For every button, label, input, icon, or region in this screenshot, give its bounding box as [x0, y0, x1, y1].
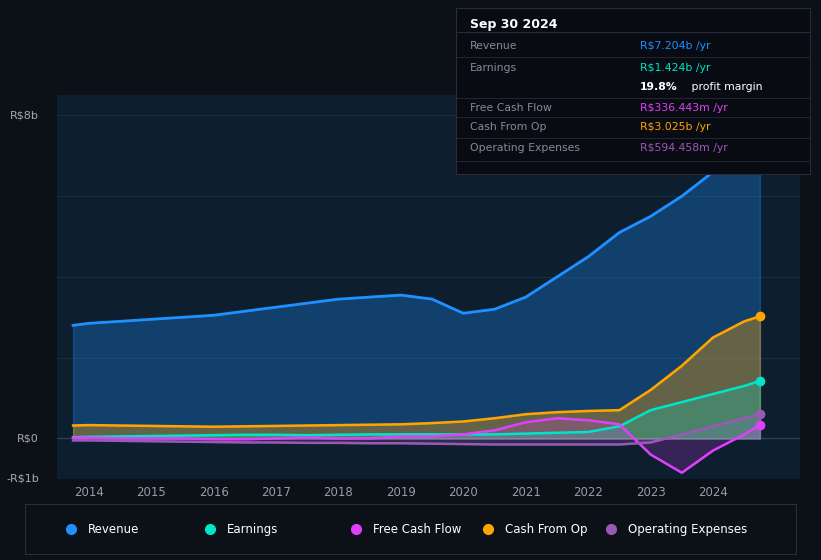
Text: Operating Expenses: Operating Expenses [470, 143, 580, 153]
Text: profit margin: profit margin [688, 82, 763, 92]
Text: 19.8%: 19.8% [640, 82, 678, 92]
Text: Free Cash Flow: Free Cash Flow [470, 102, 552, 113]
Text: R$1.424b /yr: R$1.424b /yr [640, 63, 710, 73]
Text: Revenue: Revenue [470, 40, 517, 50]
Text: R$7.204b /yr: R$7.204b /yr [640, 40, 711, 50]
Text: R$3.025b /yr: R$3.025b /yr [640, 122, 711, 132]
Text: Cash From Op: Cash From Op [470, 122, 546, 132]
Text: Operating Expenses: Operating Expenses [628, 522, 747, 536]
Text: Sep 30 2024: Sep 30 2024 [470, 18, 557, 31]
Text: -R$1b: -R$1b [6, 474, 39, 484]
Text: Free Cash Flow: Free Cash Flow [374, 522, 462, 536]
Text: Cash From Op: Cash From Op [505, 522, 587, 536]
Text: Earnings: Earnings [227, 522, 278, 536]
Text: R$594.458m /yr: R$594.458m /yr [640, 143, 728, 153]
Text: R$8b: R$8b [10, 110, 39, 120]
Text: Revenue: Revenue [88, 522, 140, 536]
Text: R$336.443m /yr: R$336.443m /yr [640, 102, 728, 113]
Text: R$0: R$0 [17, 433, 39, 444]
Text: Earnings: Earnings [470, 63, 517, 73]
